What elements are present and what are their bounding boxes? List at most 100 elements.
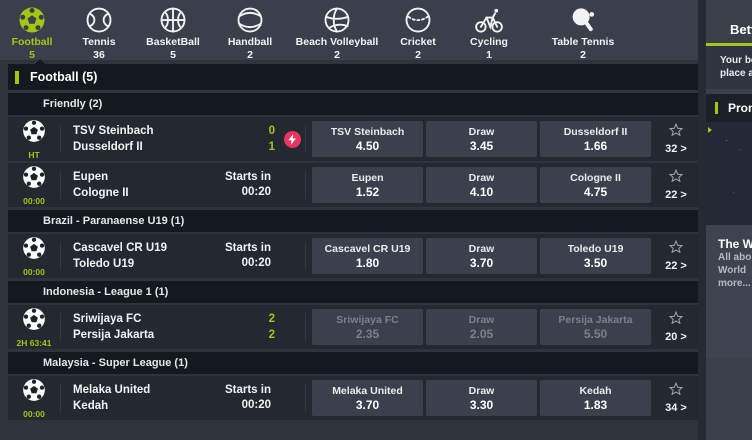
table-tennis-icon [568,5,598,35]
match-sport-cell: 00:00 [8,235,60,277]
odds-cell: Sriwijaya FC 2.35 Draw 2.05 Persija Jakarta 5… [306,309,654,345]
sport-header: Football (5) [8,59,698,90]
markets-count[interactable]: 22 > [665,189,687,201]
odds-value: 1.66 [583,138,608,153]
football-icon [17,5,47,35]
odds-label: Draw [468,313,495,326]
cricket-icon [403,5,433,35]
league-header-malaysia-super-league-1: Malaysia - Super League (1) [8,352,698,374]
odds-label: Draw [468,125,495,138]
nav-item-table-tennis[interactable]: Table Tennis 2 [528,5,638,61]
away-score: 2 [268,329,275,341]
football-icon [21,164,47,195]
nav-item-count: 1 [486,49,492,61]
odds-button-melaka-united[interactable]: Melaka United 3.70 [312,380,423,416]
match-row-eupen[interactable]: 00:00 Eupen Cologne II Starts in 00:20 Eupen 1… [8,163,698,207]
nav-item-label: Cycling [470,36,508,48]
markets-count[interactable]: 32 > [665,143,687,155]
more-markets-cell[interactable]: 22 > [654,239,698,272]
banner-decoration [726,140,727,141]
odds-value: 5.50 [583,326,608,341]
more-markets-cell[interactable]: 22 > [654,168,698,201]
odds-value: 3.70 [355,397,380,412]
match-teams: TSV Steinbach Dusseldorf II [61,123,199,155]
league-header-brazil-paranaense-u19-1: Brazil - Paranaense U19 (1) [8,210,698,232]
favorite-star-icon[interactable] [668,239,684,258]
away-team-name: Toledo U19 [73,258,135,270]
match-status-cell: Starts in 00:20 [199,383,279,413]
favorite-star-icon[interactable] [668,310,684,329]
match-time: 2H 63:41 [16,338,52,348]
match-status-cell: Starts in 00:20 [199,170,279,200]
nav-item-label: Tennis [82,36,116,48]
more-markets-cell[interactable]: 20 > [654,310,698,343]
odds-cell: Eupen 1.52 Draw 4.10 Cologne II 4.75 [306,167,654,203]
odds-label: Toledo U19 [567,242,624,255]
match-sport-cell: 2H 63:41 [8,306,60,348]
odds-button-draw[interactable]: Draw 3.70 [426,238,537,274]
promo-banner-image[interactable] [706,122,752,225]
match-sport-cell: 00:00 [8,164,60,206]
odds-button-draw[interactable]: Draw 2.05 [426,309,537,345]
odds-button-draw[interactable]: Draw 4.10 [426,167,537,203]
divider [305,242,306,270]
odds-button-persija-jakarta[interactable]: Persija Jakarta 5.50 [540,309,651,345]
match-teams: Melaka United Kedah [61,382,199,414]
odds-button-draw[interactable]: Draw 3.45 [426,121,537,157]
favorite-star-icon[interactable] [668,168,684,187]
match-status-cell: Starts in 00:20 [199,241,279,271]
more-markets-cell[interactable]: 34 > [654,381,698,414]
basketball-icon [158,5,188,35]
nav-item-cycling[interactable]: Cycling 1 [450,5,528,61]
away-score: 1 [268,141,275,153]
odds-button-cascavel-cr-u19[interactable]: Cascavel CR U19 1.80 [312,238,423,274]
markets-count[interactable]: 20 > [665,331,687,343]
football-icon [21,118,47,149]
nav-item-football[interactable]: Football 5 [0,5,64,61]
odds-label: TSV Steinbach [330,125,405,138]
favorite-star-icon[interactable] [668,381,684,400]
nav-item-count: 2 [415,49,421,61]
starts-in-label: Starts in [224,171,271,183]
away-team-name: Dusseldorf II [73,141,143,153]
odds-button-kedah[interactable]: Kedah 1.83 [540,380,651,416]
event-list: Football (5) Friendly (2) HT TSV Steinbach… [8,59,698,420]
sport-nav: Football 5 Tennis 36 BasketBall 5 Handball 2 Bea… [0,0,698,61]
nav-item-count: 2 [580,49,586,61]
promo-card[interactable]: The W All abo World more... [706,225,752,358]
markets-count[interactable]: 34 > [665,402,687,414]
accent-bar [15,70,19,84]
odds-value: 1.83 [583,397,608,412]
nav-item-label: Handball [227,36,273,48]
nav-item-handball[interactable]: Handball 2 [212,5,288,61]
odds-button-sriwijaya-fc[interactable]: Sriwijaya FC 2.35 [312,309,423,345]
carousel-arrow-icon [708,127,712,133]
betslip-text-line: place a [720,68,752,79]
match-row-sriwijaya-fc[interactable]: 2H 63:41 Sriwijaya FC Persija Jakarta 2 2 Sri… [8,305,698,349]
cycling-icon [474,5,504,35]
odds-button-dusseldorf-ii[interactable]: Dusseldorf II 1.66 [540,121,651,157]
away-team-name: Persija Jakarta [73,329,155,341]
favorite-star-icon[interactable] [668,122,684,141]
markets-count[interactable]: 22 > [665,260,687,272]
nav-item-tennis[interactable]: Tennis 36 [64,5,134,61]
match-row-tsv-steinbach[interactable]: HT TSV Steinbach Dusseldorf II 0 1 TSV Steinb… [8,117,698,161]
odds-button-eupen[interactable]: Eupen 1.52 [312,167,423,203]
football-icon [21,306,47,337]
match-teams: Eupen Cologne II [61,169,199,201]
nav-item-beach-volleyball[interactable]: Beach Volleyball 2 [288,5,386,61]
odds-button-draw[interactable]: Draw 3.30 [426,380,537,416]
nav-item-basketball[interactable]: BasketBall 5 [134,5,212,61]
more-markets-cell[interactable]: 32 > [654,122,698,155]
divider [305,125,306,153]
odds-button-cologne-ii[interactable]: Cologne II 4.75 [540,167,651,203]
nav-item-cricket[interactable]: Cricket 2 [386,5,450,61]
match-row-cascavel-cr-u19[interactable]: 00:00 Cascavel CR U19 Toledo U19 Starts in 0… [8,234,698,278]
away-team-name: Kedah [73,400,109,412]
match-row-melaka-united[interactable]: 00:00 Melaka United Kedah Starts in 00:20 Mel… [8,376,698,420]
odds-button-toledo-u19[interactable]: Toledo U19 3.50 [540,238,651,274]
home-team-name: Melaka United [73,384,151,396]
odds-button-tsv-steinbach[interactable]: TSV Steinbach 4.50 [312,121,423,157]
